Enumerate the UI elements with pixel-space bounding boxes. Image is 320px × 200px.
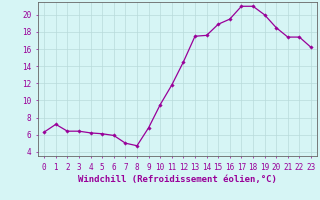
X-axis label: Windchill (Refroidissement éolien,°C): Windchill (Refroidissement éolien,°C): [78, 175, 277, 184]
